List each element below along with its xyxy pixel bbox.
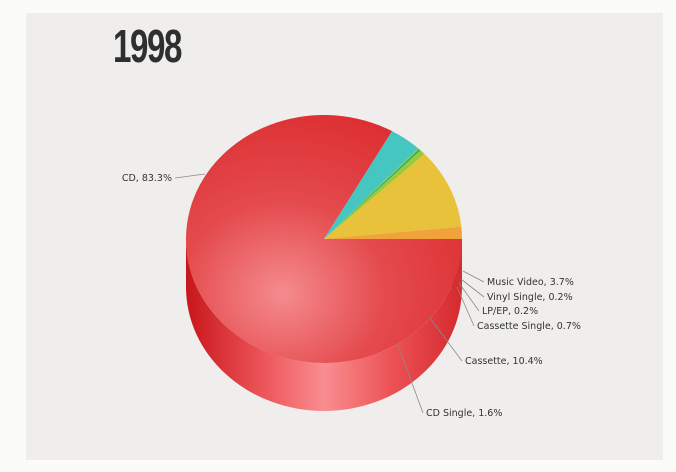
leader-line: [429, 317, 463, 362]
leader-line: [460, 278, 485, 298]
leader-line: [456, 286, 475, 327]
pie-leaders: [174, 173, 485, 414]
data-label: Cassette Single, 0.7%: [477, 321, 581, 332]
chart-title: 1998: [113, 20, 182, 72]
leader-line: [458, 282, 480, 312]
leader-line: [174, 173, 206, 179]
leader-line: [462, 270, 485, 283]
pie-slice-lp-ep: [324, 149, 421, 239]
pie-labels: CD, 83.3% Music Video, 3.7% Vinyl Single, …: [122, 173, 581, 419]
pie-slice-cassette-single: [324, 150, 425, 239]
data-label: Vinyl Single, 0.2%: [487, 292, 573, 303]
leader-line: [397, 344, 424, 414]
pie-slice-cassette: [324, 154, 462, 239]
data-label: CD Single, 1.6%: [426, 408, 502, 419]
pie-slice-cd-single: [324, 226, 463, 239]
data-label: CD, 83.3%: [122, 173, 172, 184]
pie-tops: [185, 115, 463, 363]
data-label: LP/EP, 0.2%: [482, 306, 538, 317]
pie-slice-music-video: [324, 131, 418, 239]
data-label: Music Video, 3.7%: [487, 277, 574, 288]
data-label: Cassette, 10.4%: [465, 356, 543, 367]
pie-side-cd: [186, 239, 462, 411]
pie-slice-vinyl-single: [324, 148, 420, 239]
